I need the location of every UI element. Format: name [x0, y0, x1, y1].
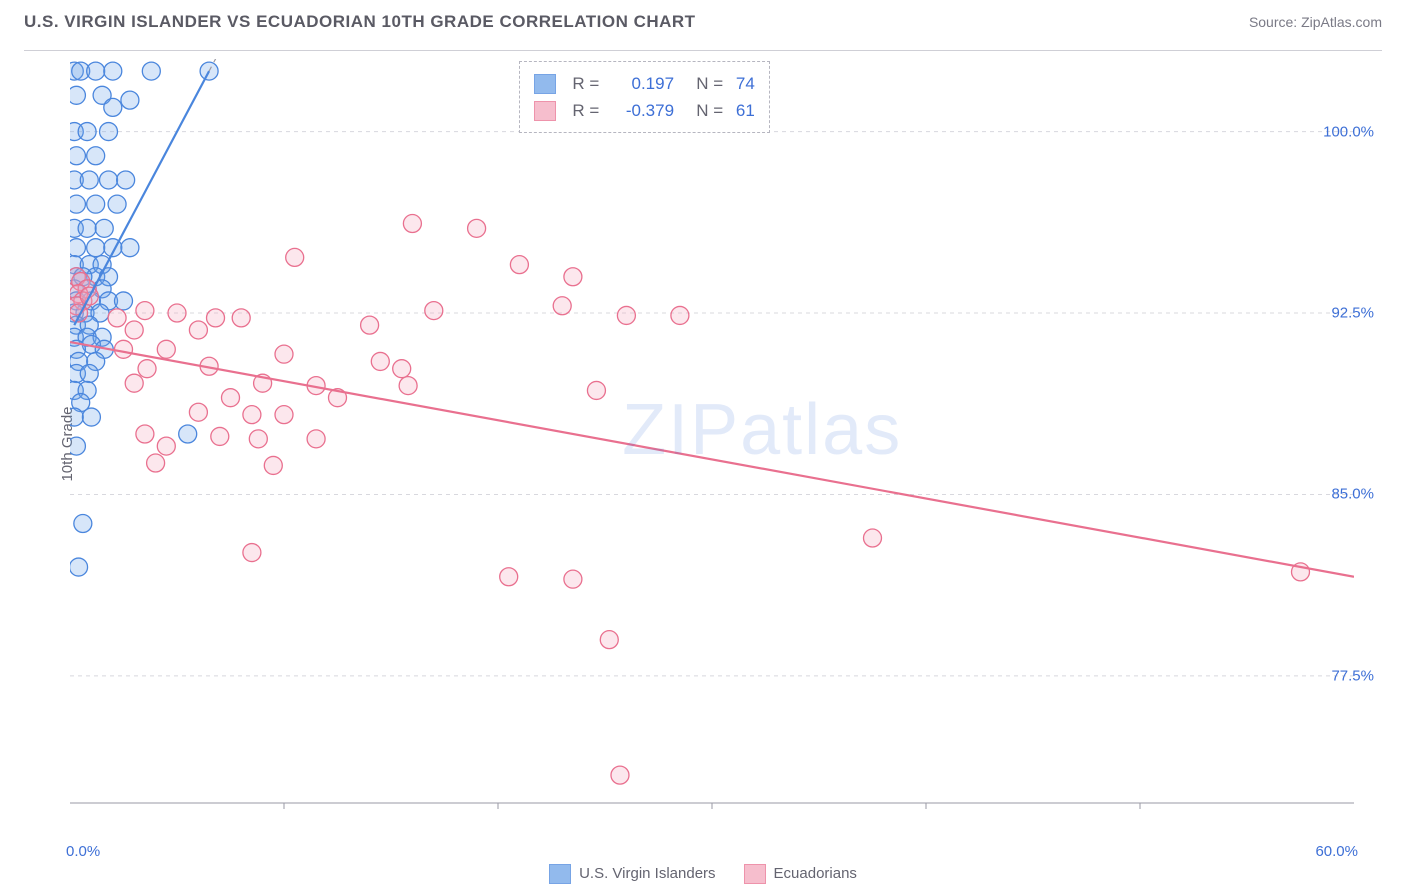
source-link[interactable]: ZipAtlas.com — [1301, 14, 1382, 30]
legend-swatch-1 — [744, 864, 766, 884]
legend-stat-row: R = -0.379 N = 61 — [534, 97, 754, 124]
scatter-plot-svg — [70, 59, 1354, 809]
y-tick-label: 92.5% — [1331, 305, 1374, 322]
chart-area: 10th Grade ZIPatlas R = 0.197 N = 74R = … — [24, 50, 1382, 836]
correlation-legend: R = 0.197 N = 74R = -0.379 N = 61 — [519, 61, 769, 133]
chart-title: U.S. VIRGIN ISLANDER VS ECUADORIAN 10TH … — [24, 12, 696, 32]
source-attribution: Source: ZipAtlas.com — [1249, 14, 1382, 30]
x-axis-max-label: 60.0% — [1315, 843, 1358, 860]
legend-stat-row: R = 0.197 N = 74 — [534, 70, 754, 97]
y-tick-label: 85.0% — [1331, 486, 1374, 503]
y-tick-label: 77.5% — [1331, 667, 1374, 684]
legend-swatch — [534, 101, 556, 121]
r-value: -0.379 — [612, 97, 674, 124]
n-label: N = — [682, 97, 728, 124]
legend-swatch — [534, 74, 556, 94]
legend-label-1: Ecuadorians — [774, 865, 857, 882]
x-axis-min-label: 0.0% — [66, 843, 100, 860]
r-label: R = — [572, 70, 604, 97]
n-value: 61 — [736, 97, 755, 124]
legend-item-series-0: U.S. Virgin Islanders — [549, 864, 715, 884]
series-legend: U.S. Virgin Islanders Ecuadorians — [0, 864, 1406, 884]
legend-label-0: U.S. Virgin Islanders — [579, 865, 715, 882]
source-label: Source: — [1249, 14, 1301, 30]
legend-item-series-1: Ecuadorians — [744, 864, 857, 884]
r-value: 0.197 — [612, 70, 674, 97]
n-label: N = — [682, 70, 728, 97]
legend-swatch-0 — [549, 864, 571, 884]
y-tick-label: 100.0% — [1323, 123, 1374, 140]
n-value: 74 — [736, 70, 755, 97]
r-label: R = — [572, 97, 604, 124]
plot-region: ZIPatlas R = 0.197 N = 74R = -0.379 N = … — [70, 59, 1354, 809]
